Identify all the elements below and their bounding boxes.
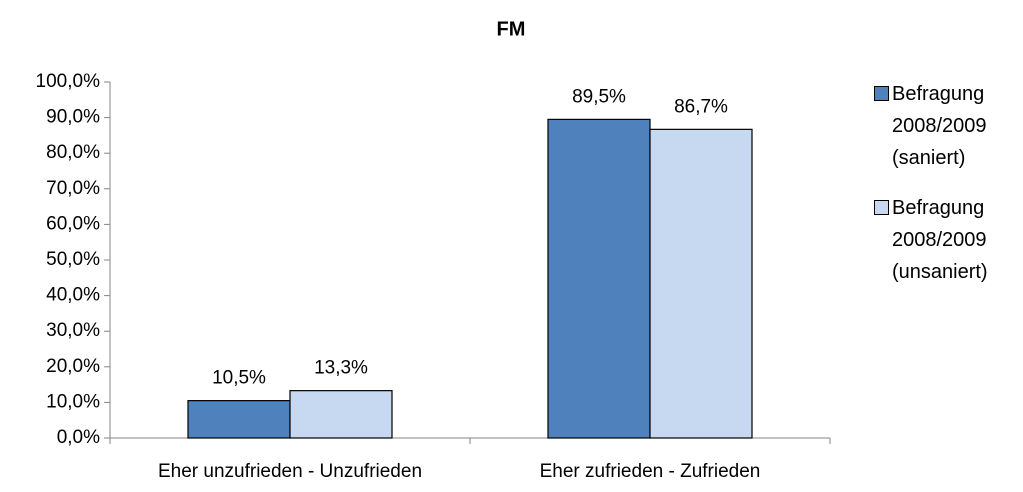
y-tick-label: 40,0% [46, 285, 100, 306]
legend-item: Befragung 2008/2009 (saniert) [872, 78, 1022, 174]
chart-title: FM [497, 18, 526, 40]
legend-item: Befragung 2008/2009 (unsaniert) [872, 192, 1022, 288]
legend: Befragung 2008/2009 (saniert) Befragung 2… [872, 78, 1022, 306]
legend-swatch [874, 86, 889, 101]
legend-label: Befragung 2008/2009 (unsaniert) [892, 197, 988, 283]
y-tick-label: 10,0% [46, 391, 100, 412]
x-tick-label: Eher unzufrieden - Unzufrieden [158, 461, 422, 482]
y-tick-label: 30,0% [46, 320, 100, 341]
bar [187, 400, 291, 439]
bar [547, 118, 651, 439]
y-tick-label: 100,0% [36, 71, 101, 92]
y-tick-label: 0,0% [57, 427, 100, 448]
legend-swatch [874, 200, 889, 215]
value-label: 13,3% [314, 358, 368, 379]
bar [649, 128, 753, 439]
y-tick-label: 50,0% [46, 249, 100, 270]
bar [289, 390, 393, 439]
value-label: 86,7% [674, 96, 728, 117]
value-label: 10,5% [212, 368, 266, 389]
y-tick-label: 80,0% [46, 142, 100, 163]
y-tick-label: 20,0% [46, 356, 100, 377]
x-tick-label: Eher zufrieden - Zufrieden [540, 461, 761, 482]
y-tick-label: 60,0% [46, 213, 100, 234]
y-tick-label: 70,0% [46, 178, 100, 199]
value-label: 89,5% [572, 86, 626, 107]
legend-label: Befragung 2008/2009 (saniert) [892, 83, 987, 169]
y-tick-label: 90,0% [46, 107, 100, 128]
